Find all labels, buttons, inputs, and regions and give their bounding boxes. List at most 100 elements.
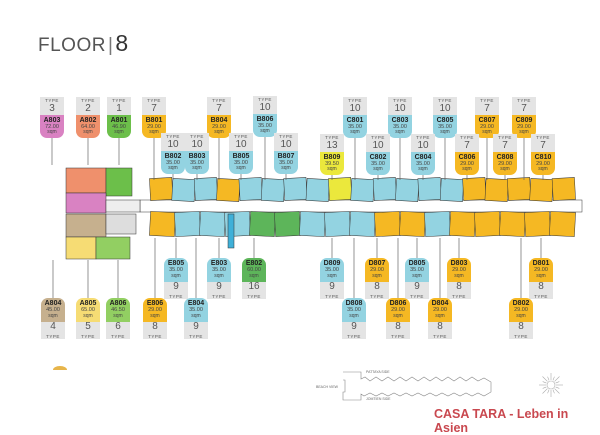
unit-tag-e803[interactable]: E803 35.00 sqm 9 TYPE bbox=[207, 258, 231, 299]
unit-tag-a805[interactable]: A805 65.00 sqm 5 TYPE bbox=[76, 298, 100, 339]
unit-type: 8 TYPE bbox=[386, 321, 410, 339]
unit-info: C802 35.00 sqm bbox=[366, 151, 390, 175]
unit-tag-c801[interactable]: TYPE 10 C801 35.00 sqm bbox=[343, 97, 367, 138]
unit-tag-d806[interactable]: D806 29.00 sqm 8 TYPE bbox=[386, 298, 410, 339]
unit-tag-d802[interactable]: D802 29.00 sqm 8 TYPE bbox=[509, 298, 533, 339]
unit-tag-d805[interactable]: D805 35.00 sqm 9 TYPE bbox=[405, 258, 429, 299]
unit-info: D803 29.00 sqm bbox=[447, 258, 471, 282]
unit-tag-c804[interactable]: TYPE 10 C804 35.00 sqm bbox=[411, 134, 435, 175]
unit-area: 65.00 bbox=[81, 307, 95, 313]
unit-info: B807 35.00 sqm bbox=[274, 150, 298, 174]
unit-info: A802 64.00 sqm bbox=[76, 114, 100, 138]
unit-tag-b809[interactable]: TYPE 13 B809 39.50 sqm bbox=[320, 134, 344, 175]
unit-code: B804 bbox=[210, 116, 228, 124]
unit-tag-c809[interactable]: TYPE 7 C809 29.00 sqm bbox=[512, 97, 536, 138]
area-unit: sqm bbox=[83, 312, 93, 319]
area-unit: sqm bbox=[536, 272, 546, 279]
unit-tag-d809[interactable]: D809 35.00 sqm 9 TYPE bbox=[320, 258, 344, 299]
unit-info: D801 29.00 sqm bbox=[529, 258, 553, 282]
unit-code: D803 bbox=[450, 260, 468, 267]
unit-tag-b802[interactable]: TYPE 10 B802 35.00 sqm bbox=[161, 133, 185, 174]
unit-code: C805 bbox=[436, 116, 454, 124]
unit-tag-c807[interactable]: TYPE 7 C807 29.00 sqm bbox=[475, 97, 499, 138]
unit-type: TYPE 10 bbox=[185, 133, 209, 151]
unit-type: 8 TYPE bbox=[143, 321, 167, 339]
unit-tag-c803[interactable]: TYPE 10 C803 35.00 sqm bbox=[388, 97, 412, 138]
unit-area: 29.00 bbox=[514, 307, 528, 313]
unit-type: 8 TYPE bbox=[509, 320, 533, 339]
unit-code: A803 bbox=[43, 116, 61, 124]
type-label: TYPE bbox=[517, 98, 531, 103]
type-number: 8 bbox=[518, 320, 524, 332]
unit-type: TYPE 10 bbox=[274, 133, 298, 151]
type-number: 9 bbox=[173, 280, 179, 292]
unit-tag-c806[interactable]: TYPE 7 C806 29.00 sqm bbox=[455, 134, 479, 175]
unit-info: C806 29.00 sqm bbox=[455, 151, 479, 175]
unit-code: C804 bbox=[414, 153, 432, 161]
unit-tag-e802[interactable]: E802 60.00 sqm 16 TYPE bbox=[242, 258, 266, 299]
key-north-label: PATTAYA SIDE bbox=[366, 370, 390, 374]
unit-type: 9 TYPE bbox=[184, 321, 208, 339]
unit-area: 35.00 bbox=[410, 267, 424, 273]
sun-logo-icon bbox=[53, 366, 67, 370]
unit-info: E806 29.00 sqm bbox=[143, 298, 167, 322]
unit-tag-c808[interactable]: TYPE 7 C808 29.00 sqm bbox=[493, 134, 517, 175]
unit-tag-e804[interactable]: E804 35.00 sqm 9 TYPE bbox=[184, 298, 208, 339]
unit-area: 35.00 bbox=[438, 123, 452, 130]
type-number: 7 bbox=[484, 102, 490, 114]
type-number: 10 bbox=[349, 102, 361, 114]
type-label: TYPE bbox=[45, 98, 59, 103]
unit-type: TYPE 13 bbox=[320, 134, 344, 152]
unit-tag-b806[interactable]: TYPE 10 B806 35.00 sqm bbox=[253, 96, 277, 137]
type-number: 7 bbox=[540, 139, 546, 151]
unit-area: 29.00 bbox=[498, 160, 512, 167]
unit-tag-d801[interactable]: D801 29.00 sqm 8 TYPE bbox=[529, 258, 553, 299]
unit-tag-e805[interactable]: E805 35.00 sqm 9 TYPE bbox=[164, 258, 188, 299]
unit-tag-b807[interactable]: TYPE 10 B807 35.00 sqm bbox=[274, 133, 298, 174]
unit-info: D808 35.00 sqm bbox=[342, 298, 366, 322]
unit-tag-a806[interactable]: A806 46.50 sqm 6 TYPE bbox=[106, 298, 130, 339]
unit-D800 bbox=[549, 211, 576, 237]
unit-tag-b805[interactable]: TYPE 10 B805 35.00 sqm bbox=[229, 133, 253, 174]
type-number: 10 bbox=[417, 139, 429, 151]
area-unit: sqm bbox=[114, 129, 124, 135]
type-number: 3 bbox=[49, 102, 55, 114]
unit-info: D806 29.00 sqm bbox=[386, 298, 410, 322]
unit-tag-d804[interactable]: D804 29.00 sqm 8 TYPE bbox=[428, 298, 452, 339]
unit-code: D804 bbox=[431, 300, 449, 307]
type-number: 10 bbox=[439, 102, 451, 114]
unit-tag-d803[interactable]: D803 29.00 sqm 8 TYPE bbox=[447, 258, 471, 299]
unit-tag-c805[interactable]: TYPE 10 C805 35.00 sqm bbox=[433, 97, 457, 138]
unit-tag-b801[interactable]: TYPE 7 B801 29.00 sqm bbox=[142, 97, 166, 138]
core bbox=[105, 199, 141, 213]
area-unit: sqm bbox=[412, 272, 422, 279]
unit-tag-c810[interactable]: TYPE 7 C810 29.00 sqm bbox=[531, 134, 555, 175]
unit-type: TYPE 10 bbox=[161, 133, 185, 151]
unit-tag-d807[interactable]: D807 29.00 sqm 8 TYPE bbox=[365, 258, 389, 299]
unit-tag-a803[interactable]: TYPE 3 A803 72.00 sqm bbox=[40, 97, 64, 138]
area-unit: sqm bbox=[281, 165, 291, 171]
type-number: 10 bbox=[280, 138, 292, 150]
unit-type: 9 TYPE bbox=[207, 281, 231, 299]
unit-area: 35.00 bbox=[325, 267, 339, 273]
type-label: TYPE bbox=[460, 135, 474, 140]
unit-type: TYPE 2 bbox=[76, 97, 100, 115]
unit-area: 64.00 bbox=[81, 123, 95, 130]
area-unit: sqm bbox=[214, 129, 224, 135]
unit-tag-a801[interactable]: TYPE 1 A801 46.90 sqm bbox=[107, 97, 131, 138]
type-label: TYPE bbox=[370, 293, 384, 299]
unit-area: 29.00 bbox=[480, 123, 494, 130]
unit-tag-b803[interactable]: TYPE 10 B803 35.00 sqm bbox=[185, 133, 209, 174]
unit-tag-d808[interactable]: D808 35.00 sqm 9 TYPE bbox=[342, 298, 366, 339]
unit-tag-a804[interactable]: A804 45.00 sqm 4 TYPE bbox=[41, 298, 65, 339]
unit-tag-c802[interactable]: TYPE 10 C802 35.00 sqm bbox=[366, 134, 390, 175]
unit-info: A803 72.00 sqm bbox=[40, 114, 64, 138]
type-number: 6 bbox=[115, 320, 121, 332]
unit-tag-b804[interactable]: TYPE 7 B804 29.00 sqm bbox=[207, 97, 231, 138]
unit-code: B802 bbox=[164, 152, 182, 160]
unit-info: D807 29.00 sqm bbox=[365, 258, 389, 282]
unit-code: D801 bbox=[532, 260, 550, 267]
type-label: TYPE bbox=[325, 135, 339, 140]
unit-tag-e806[interactable]: E806 29.00 sqm 8 TYPE bbox=[143, 298, 167, 339]
unit-tag-a802[interactable]: TYPE 2 A802 64.00 sqm bbox=[76, 97, 100, 138]
